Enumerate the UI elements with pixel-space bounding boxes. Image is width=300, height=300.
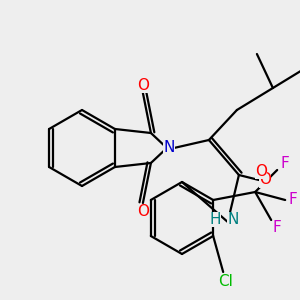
Text: O: O bbox=[137, 77, 149, 92]
Text: F: F bbox=[273, 220, 282, 236]
Text: N: N bbox=[227, 212, 238, 226]
Text: F: F bbox=[289, 193, 298, 208]
Text: N: N bbox=[163, 140, 175, 155]
Text: O: O bbox=[259, 172, 271, 188]
Text: H: H bbox=[209, 212, 221, 226]
Text: O: O bbox=[137, 203, 149, 218]
Text: O: O bbox=[255, 164, 267, 178]
Text: Cl: Cl bbox=[218, 274, 232, 290]
Text: F: F bbox=[281, 157, 290, 172]
